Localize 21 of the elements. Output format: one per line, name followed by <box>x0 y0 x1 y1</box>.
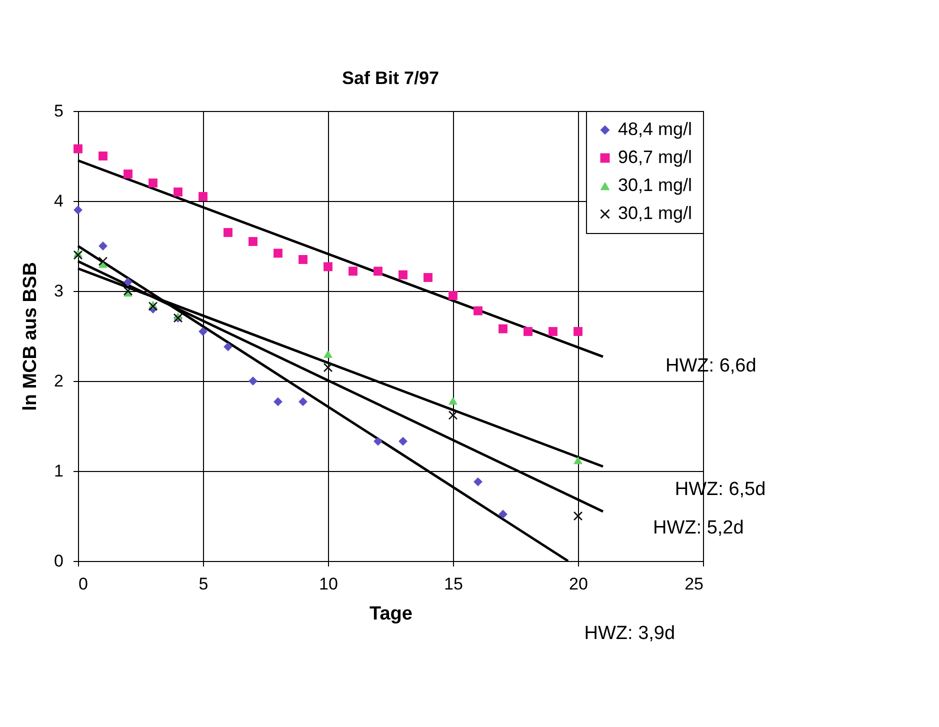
y-tick-label: 2 <box>54 372 64 390</box>
annotation: HWZ: 5,2d <box>653 517 744 538</box>
x-tick-label: 25 <box>684 574 704 594</box>
y-tick-label: 1 <box>54 462 64 480</box>
legend-label: 30,1 mg/l <box>618 175 692 195</box>
y-tick-label: 0 <box>54 552 64 570</box>
y-axis-title: ln MCB aus BSB <box>20 262 42 411</box>
legend-label: 96,7 mg/l <box>618 147 692 167</box>
x-tick-label: 0 <box>78 574 88 594</box>
x-tick-label: 10 <box>319 574 338 594</box>
y-tick-label: 5 <box>54 102 64 120</box>
x-axis-title: Tage <box>370 604 412 624</box>
legend-label: 48,4 mg/l <box>618 119 692 139</box>
y-tick-label: 4 <box>54 192 64 210</box>
legend-label: 30,1 mg/l <box>618 203 692 223</box>
x-tick-label: 5 <box>198 574 208 594</box>
x-tick-label: 15 <box>444 574 463 594</box>
y-tick-label: 3 <box>54 282 64 300</box>
chart-title: Saf Bit 7/97 <box>342 68 440 88</box>
x-tick-label: 20 <box>569 574 588 594</box>
text: HWZ: 3,9d <box>584 623 676 644</box>
